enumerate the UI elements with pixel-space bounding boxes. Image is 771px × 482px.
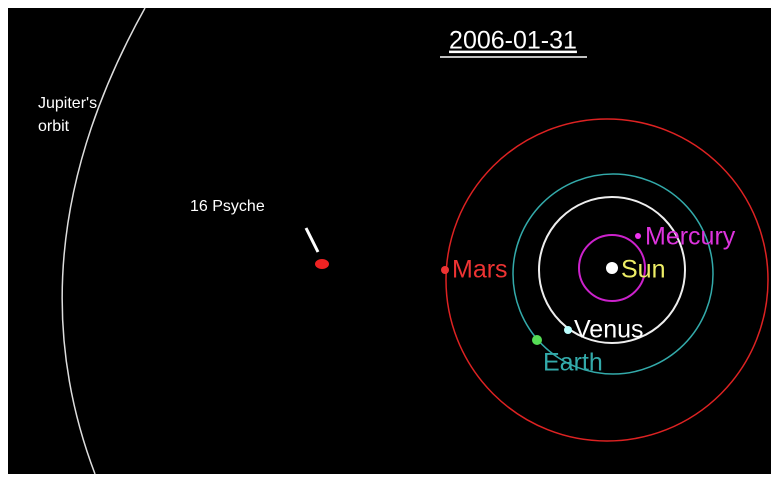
psyche-dot [315, 259, 329, 269]
sun-dot [606, 262, 618, 274]
earth-label: Earth [543, 349, 603, 377]
mercury-dot [635, 233, 641, 239]
orbit-diagram: 2006-01-31 Jupiter's orbit 16 Psyche Mer… [0, 0, 771, 482]
jupiter-label: orbit [38, 118, 70, 135]
date-label: 2006-01-31 [449, 27, 577, 55]
earth-dot [532, 335, 542, 345]
mars-label: Mars [452, 256, 508, 284]
sun-label: Sun [621, 256, 665, 284]
mars-dot [441, 266, 449, 274]
psyche-label: 16 Psyche [190, 198, 265, 215]
jupiter-label: Jupiter's [38, 95, 97, 112]
mercury-label: Mercury [645, 223, 736, 251]
venus-label: Venus [574, 316, 644, 344]
venus-dot [564, 326, 572, 334]
